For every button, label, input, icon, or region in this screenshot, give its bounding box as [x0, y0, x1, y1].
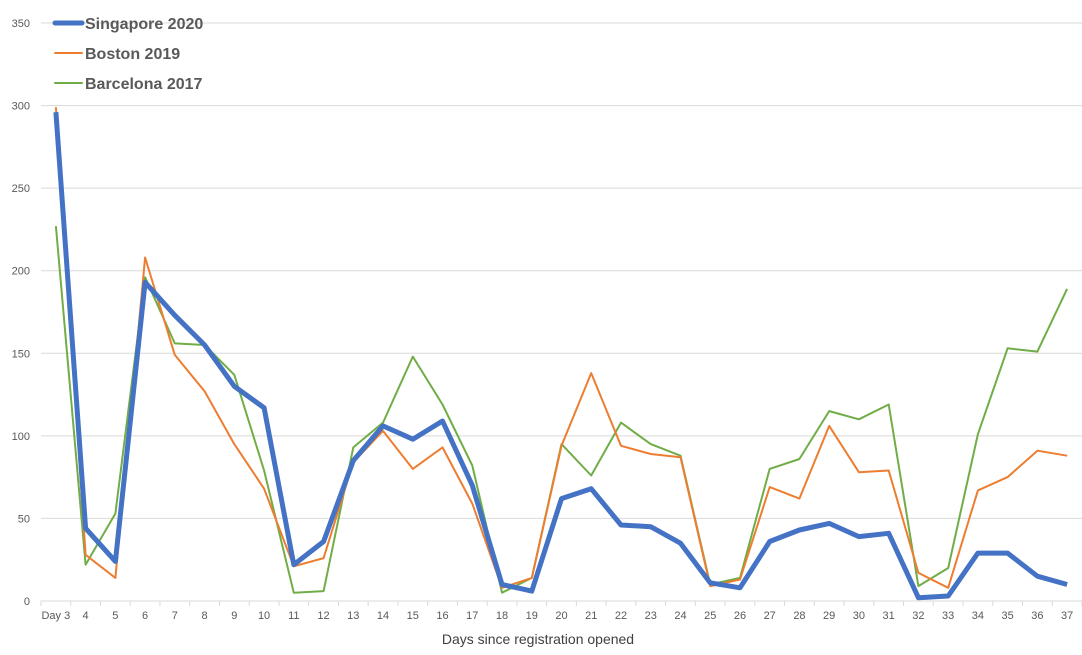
x-tick-label: 10: [258, 610, 270, 622]
y-tick-label: 150: [12, 348, 30, 360]
y-tick-label: 300: [12, 101, 30, 113]
x-tick-label: 16: [436, 610, 448, 622]
x-tick-label: 26: [734, 610, 746, 622]
y-tick-label: 200: [12, 266, 30, 278]
series-line-singapore-2020: [53, 112, 1068, 601]
y-tick-label: 350: [12, 18, 30, 30]
x-tick-label: 19: [526, 610, 538, 622]
y-tick-label: 0: [24, 596, 30, 608]
legend-item: Singapore 2020: [52, 16, 203, 33]
series-lines: [53, 107, 1069, 601]
x-tick-label: 25: [704, 610, 716, 622]
x-tick-label: 5: [112, 610, 118, 622]
x-axis: Day 3 4 5 6 7 8 9 10 11 12 13 14 15 16 17 18 19 20 21 22 23 2…: [40, 601, 1082, 622]
x-tick-label: 31: [883, 610, 895, 622]
legend-item: Boston 2019: [54, 46, 180, 63]
x-tick-label: 15: [407, 610, 419, 622]
x-tick-label: 7: [172, 610, 178, 622]
x-tick-label: 23: [645, 610, 657, 622]
x-tick-label: 13: [347, 610, 359, 622]
x-tick-label: 27: [764, 610, 776, 622]
y-tick-label: 50: [18, 513, 30, 525]
series-line-boston-2019: [54, 107, 1068, 589]
legend-label: Boston 2019: [85, 46, 180, 63]
legend: Singapore 2020 Boston 2019 Barcelona 2017: [52, 16, 203, 93]
x-tick-label: 35: [1002, 610, 1014, 622]
x-tick-label: 8: [202, 610, 208, 622]
x-axis-title: Days since registration opened: [442, 631, 634, 647]
x-tick-label: 30: [853, 610, 865, 622]
x-tick-label: 29: [823, 610, 835, 622]
x-tick-label: 28: [793, 610, 805, 622]
x-tick-label: 20: [555, 610, 567, 622]
x-tick-label: 18: [496, 610, 508, 622]
x-tick-label: 32: [912, 610, 924, 622]
series-line-barcelona-2017: [54, 226, 1069, 594]
x-tick-label: 12: [317, 610, 329, 622]
x-tick-label: 33: [942, 610, 954, 622]
x-tick-label: 22: [615, 610, 627, 622]
x-tick-label: 14: [377, 610, 389, 622]
gridlines: [41, 22, 1082, 602]
y-tick-label: 100: [12, 431, 30, 443]
legend-label: Barcelona 2017: [85, 76, 203, 93]
y-axis: 0 50 100 150 200 250 300 350: [12, 18, 30, 608]
legend-item: Barcelona 2017: [54, 76, 203, 93]
legend-label: Singapore 2020: [85, 16, 203, 33]
x-tick-label: 4: [83, 610, 89, 622]
x-tick-label: 17: [466, 610, 478, 622]
x-tick-label: 21: [585, 610, 597, 622]
x-tick-label: 11: [288, 610, 299, 622]
y-tick-label: 250: [12, 183, 30, 195]
x-tick-label: 9: [231, 610, 237, 622]
x-tick-label: 37: [1061, 610, 1073, 622]
x-tick-label: 24: [674, 610, 686, 622]
x-tick-label: Day 3: [41, 610, 70, 622]
x-tick-label: 36: [1031, 610, 1043, 622]
x-tick-label: 6: [142, 610, 148, 622]
x-tick-label: 34: [972, 610, 984, 622]
